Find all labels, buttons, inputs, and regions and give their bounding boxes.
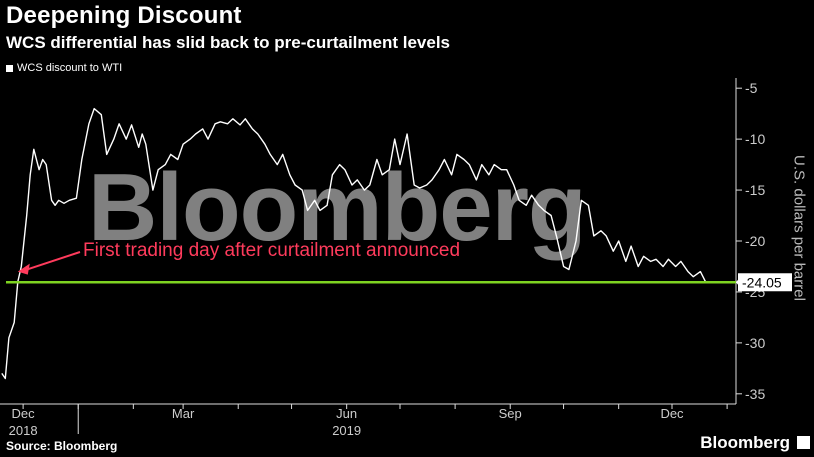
y-tick-label: -20	[745, 233, 765, 249]
annotation-arrow-line	[23, 251, 81, 272]
y-tick-label: -15	[745, 182, 765, 198]
x-tick-label: Dec	[660, 406, 684, 421]
bloomberg-brand: Bloomberg	[700, 433, 790, 452]
x-tick-label: Dec	[12, 406, 36, 421]
x-tick-label: Mar	[172, 406, 195, 421]
legend-swatch	[6, 64, 13, 72]
annotation-text: First trading day after curtailment anno…	[83, 240, 460, 261]
series-line	[1, 107, 707, 380]
source-note: Source: Bloomberg	[6, 439, 118, 453]
legend-label: WCS discount to WTI	[17, 62, 123, 74]
bloomberg-watermark: Bloomberg	[88, 154, 586, 261]
x-tick-label: Sep	[499, 406, 522, 421]
value-label-box	[738, 273, 792, 292]
chart-icon	[797, 436, 810, 449]
overlay-group: -24.05 First trading day after curtailmen…	[6, 240, 792, 292]
value-label: -24.05	[742, 274, 782, 290]
y-tick-label: -10	[745, 131, 765, 147]
annotation-arrowhead	[17, 263, 30, 275]
y-tick-label: -30	[745, 335, 765, 351]
x-tick-label: Jun	[336, 406, 357, 421]
y-tick-label: -5	[745, 80, 758, 96]
series-group	[1, 107, 707, 380]
chart-title: Deepening Discount	[6, 2, 242, 29]
legend: WCS discount to WTI	[6, 62, 122, 74]
year-label: 2019	[332, 423, 361, 438]
year-label: 2018	[9, 423, 38, 438]
chart-subtitle: WCS differential has slid back to pre-cu…	[6, 33, 451, 52]
value-label-pointer	[736, 277, 740, 288]
y-axis-label: U.S. dollars per barrel	[790, 155, 808, 301]
y-tick-label: -35	[745, 386, 765, 402]
